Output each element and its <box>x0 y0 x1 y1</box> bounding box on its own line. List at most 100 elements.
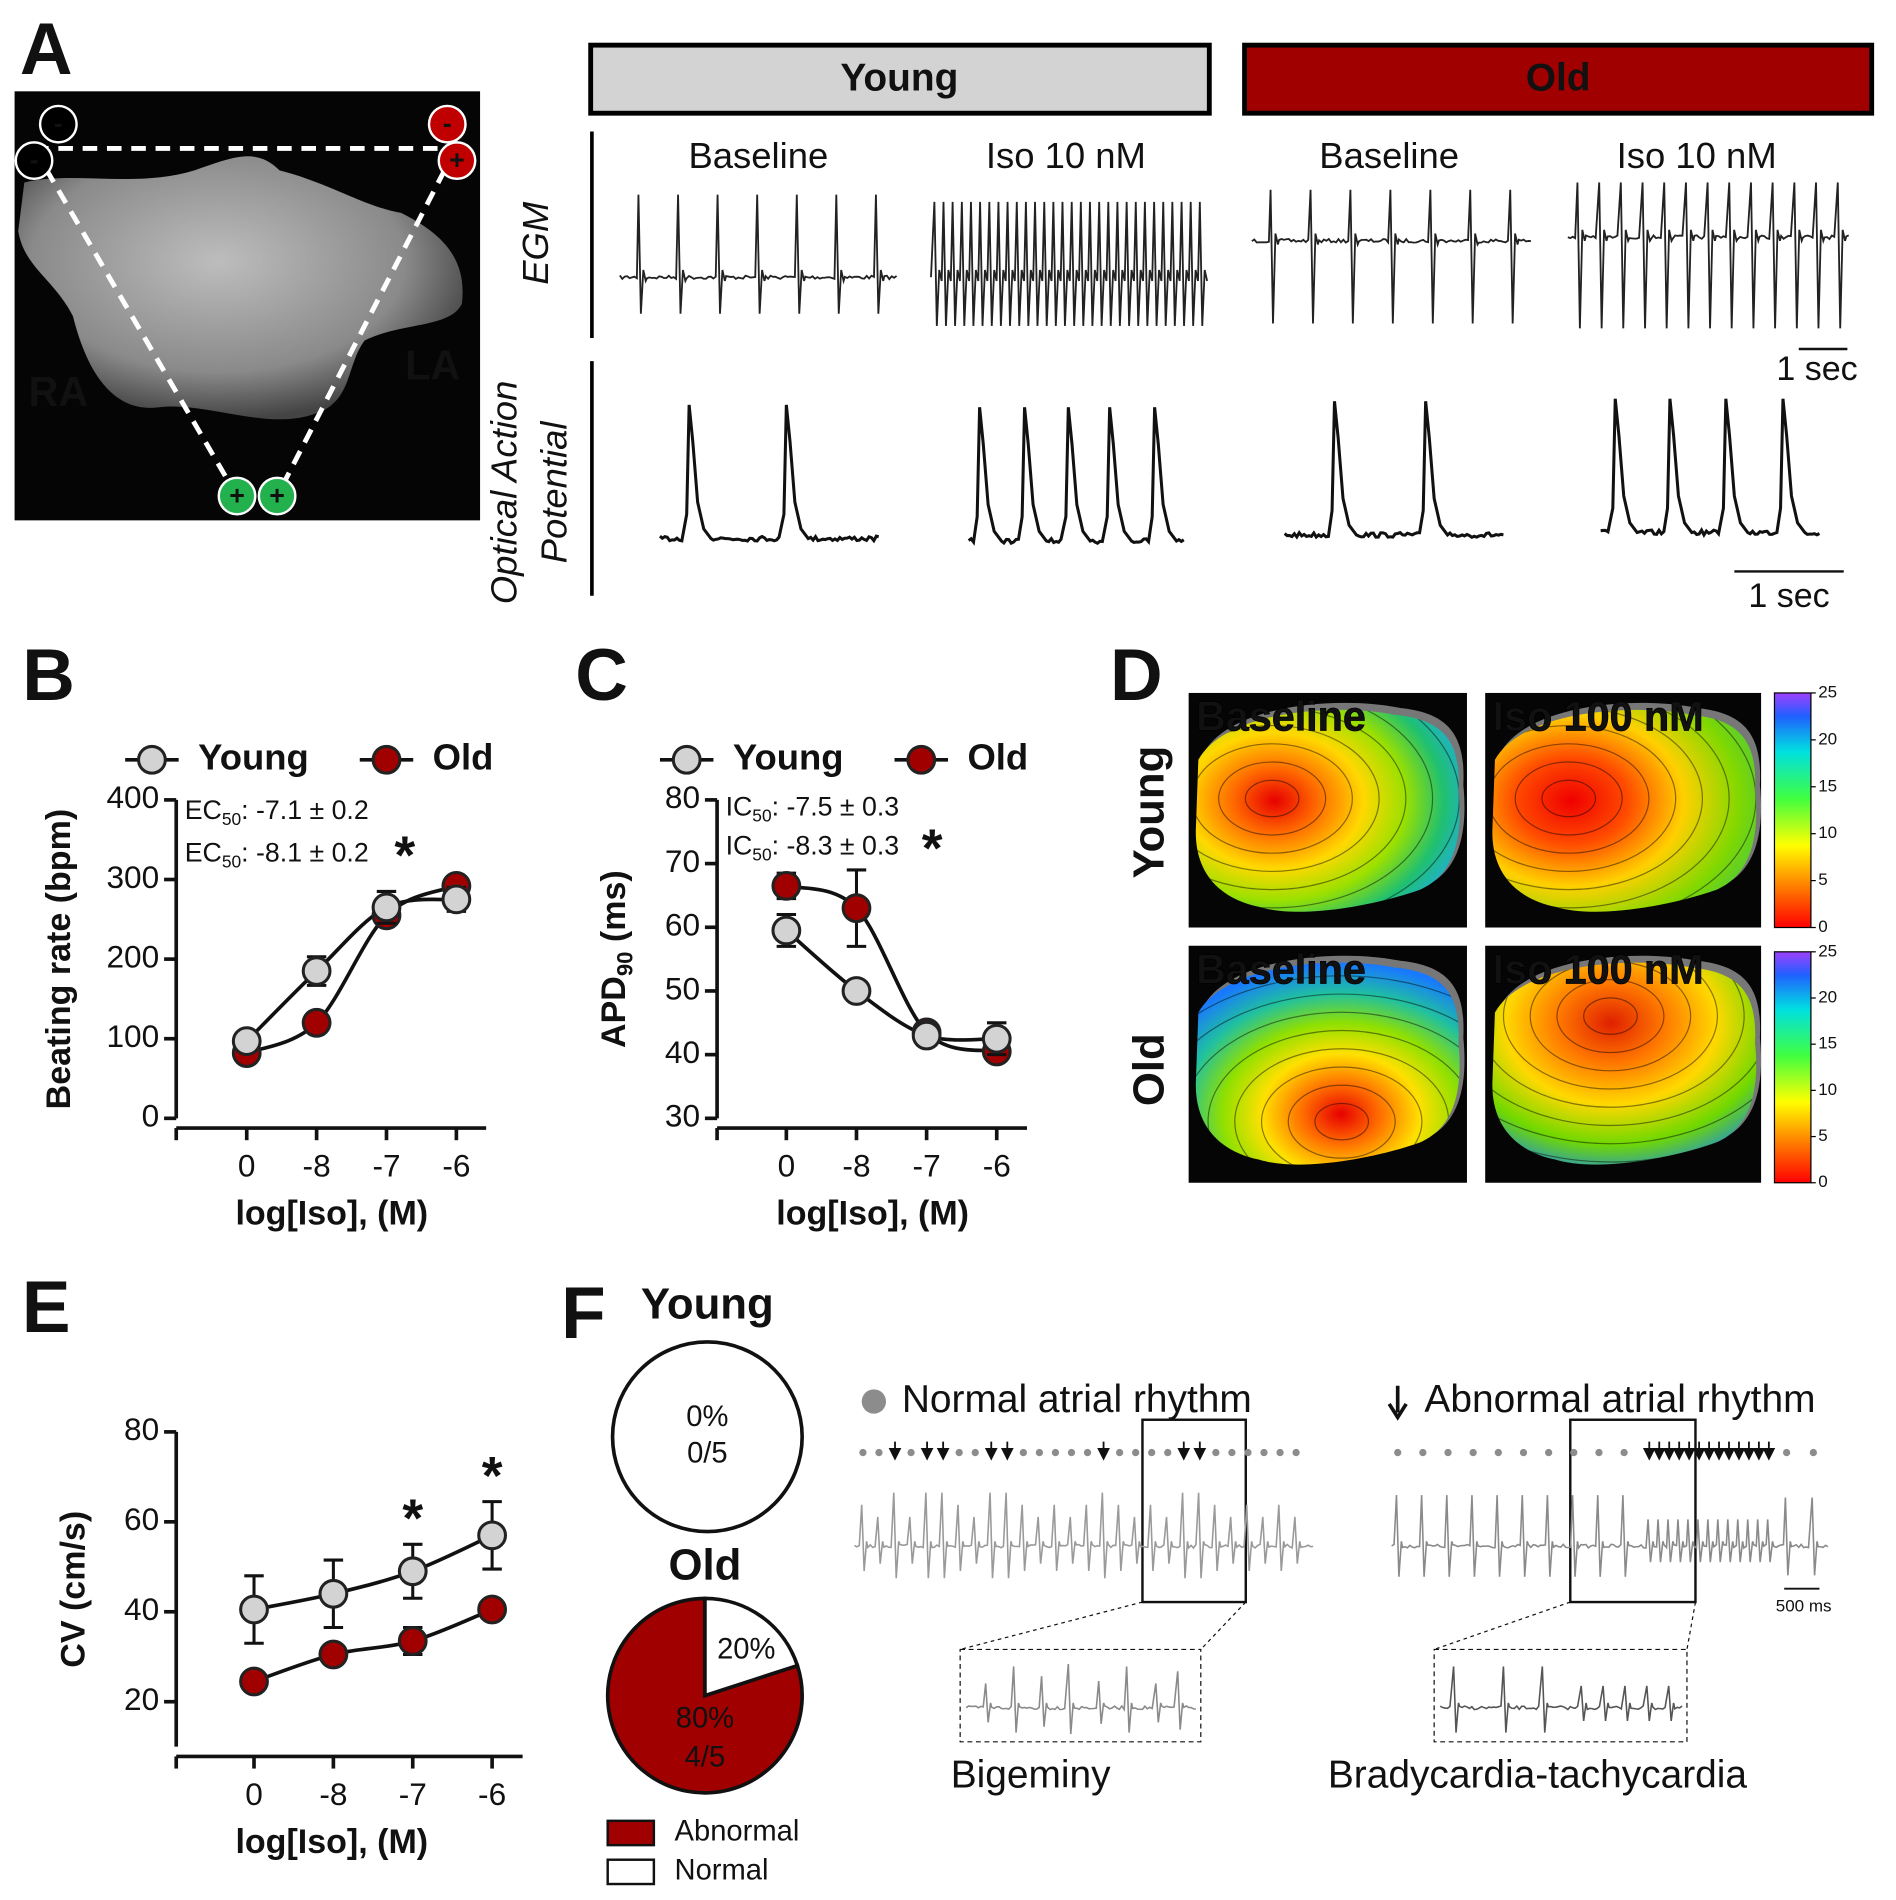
annotation-suffix: : -7.5 ± 0.3 <box>772 791 900 821</box>
egm-trace <box>930 201 1209 326</box>
annotation: EC50: -8.1 ± 0.2 <box>185 838 369 872</box>
map-title: Baseline <box>1196 946 1366 992</box>
optical-ap-trace <box>1283 401 1504 540</box>
pie-slice <box>610 1340 804 1534</box>
annotation-sub: 50 <box>222 851 241 871</box>
annotation-suffix: : -8.1 ± 0.2 <box>241 838 369 868</box>
data-point <box>841 976 872 1006</box>
y-axis-label: CV (cm/s) <box>54 1511 92 1668</box>
isochrone <box>1218 761 1327 836</box>
pie-slice <box>703 1596 800 1699</box>
isochrone <box>1207 1029 1460 1165</box>
fit-curve <box>253 1607 493 1684</box>
normal-beat-marker <box>1544 1448 1553 1457</box>
panel-label: C <box>575 635 628 716</box>
group-title: Old <box>1526 57 1591 100</box>
isochrone <box>1492 962 1757 1145</box>
data-point <box>231 1026 262 1056</box>
legend-label: Young <box>733 736 844 777</box>
normal-beat-marker <box>1292 1448 1300 1457</box>
lead-line <box>31 147 240 498</box>
isochrone <box>1492 962 1745 1108</box>
fit-curve <box>785 884 998 1054</box>
row-label: EGM <box>515 201 556 285</box>
normal-beat-marker <box>1260 1448 1268 1457</box>
isochrone-map <box>1195 709 1460 912</box>
normal-beat-marker <box>1782 1448 1791 1457</box>
data-point <box>301 956 332 986</box>
legend-swatch <box>606 1819 656 1847</box>
annotation-suffix: : -8.3 ± 0.3 <box>772 830 900 860</box>
abnormal-beat-marker <box>1652 1441 1666 1461</box>
annotation-sub: 50 <box>222 809 241 829</box>
normal-beat-dot <box>861 1389 887 1414</box>
isochrone <box>1195 709 1407 891</box>
image-label: LA <box>405 342 460 388</box>
colorbar-tick-label: 10 <box>1818 1080 1837 1099</box>
electrode <box>38 104 78 144</box>
annotation: IC50: -8.3 ± 0.3 <box>726 830 900 864</box>
normal-beat-marker <box>1035 1448 1044 1457</box>
normal-beat-marker <box>1444 1448 1452 1457</box>
significance-star: * <box>402 1490 423 1549</box>
normal-beat-marker <box>1228 1448 1236 1457</box>
zoom-boxes <box>959 347 1848 1743</box>
y-axis-label-suffix: (ms) <box>595 870 633 951</box>
data-point <box>397 1626 428 1656</box>
abnormal-beat-marker <box>1682 1441 1696 1461</box>
y-axis-label: Beating rate (bpm) <box>40 809 78 1109</box>
y-tick-label: 60 <box>665 907 700 943</box>
annotation: EC50: -7.1 ± 0.2 <box>185 795 369 829</box>
map-title: Baseline <box>1196 694 1366 740</box>
data-point <box>841 893 872 924</box>
normal-beat-marker <box>1019 1448 1027 1457</box>
rhythm-legend: Normal atrial rhythm <box>902 1378 1252 1421</box>
y-axis-label-sub: 90 <box>612 952 637 977</box>
y-tick-label: 0 <box>142 1098 160 1134</box>
y-tick-label: 200 <box>106 938 159 974</box>
data-point <box>318 1639 349 1670</box>
zoom-line <box>1433 1601 1571 1651</box>
y-tick-label: 80 <box>665 779 700 815</box>
colorbar-tick-label: 25 <box>1818 941 1837 960</box>
row-label: Optical Action <box>483 381 524 605</box>
abnormal-beat-marker <box>1712 1441 1726 1461</box>
electrode-sign: + <box>269 480 285 510</box>
electrode <box>437 141 477 181</box>
egm-trace <box>619 194 898 314</box>
significance-star: * <box>482 1447 503 1506</box>
electrode-sign: - <box>443 108 452 138</box>
x-tick-label: 0 <box>238 1148 256 1184</box>
abnormal-beat-marker <box>1662 1441 1676 1461</box>
activation-map <box>1492 955 1762 1165</box>
colorbar-tick-label: 10 <box>1818 823 1837 842</box>
normal-beat-marker <box>1494 1448 1502 1457</box>
group-header <box>1242 42 1875 116</box>
fit-curve <box>253 1533 493 1612</box>
normal-beat-marker <box>1809 1448 1817 1457</box>
data-point <box>981 1023 1012 1054</box>
y-tick-label: 300 <box>106 859 159 895</box>
inset-box <box>959 1648 1202 1743</box>
y-axis-label-main: APD <box>595 976 633 1048</box>
x-tick-label: 0 <box>245 1776 263 1812</box>
panel-label: F <box>561 1273 606 1354</box>
abnormal-beat-marker <box>984 1441 998 1461</box>
x-tick-label: -6 <box>478 1776 506 1812</box>
scale-bar-label: 500 ms <box>1776 1596 1832 1615</box>
annotation-main: EC <box>185 838 222 868</box>
data-point <box>371 892 402 923</box>
fit-curve <box>246 884 458 1055</box>
group-header <box>588 42 1212 116</box>
normal-beat-marker <box>971 1448 979 1457</box>
pie-value-label: 20% <box>717 1633 775 1665</box>
abnormal-beat-marker <box>1732 1441 1746 1461</box>
pie-value-label: 80% <box>676 1703 734 1735</box>
abnormal-beat-marker <box>936 1441 950 1461</box>
legend-marker <box>671 744 702 775</box>
zoom-line <box>960 1601 1143 1651</box>
y-tick-label: 80 <box>124 1411 159 1447</box>
isochrone <box>1492 962 1757 1127</box>
example-label: Bradycardia-tachycardia <box>1328 1753 1748 1796</box>
isochrone-map <box>1195 962 1460 1165</box>
